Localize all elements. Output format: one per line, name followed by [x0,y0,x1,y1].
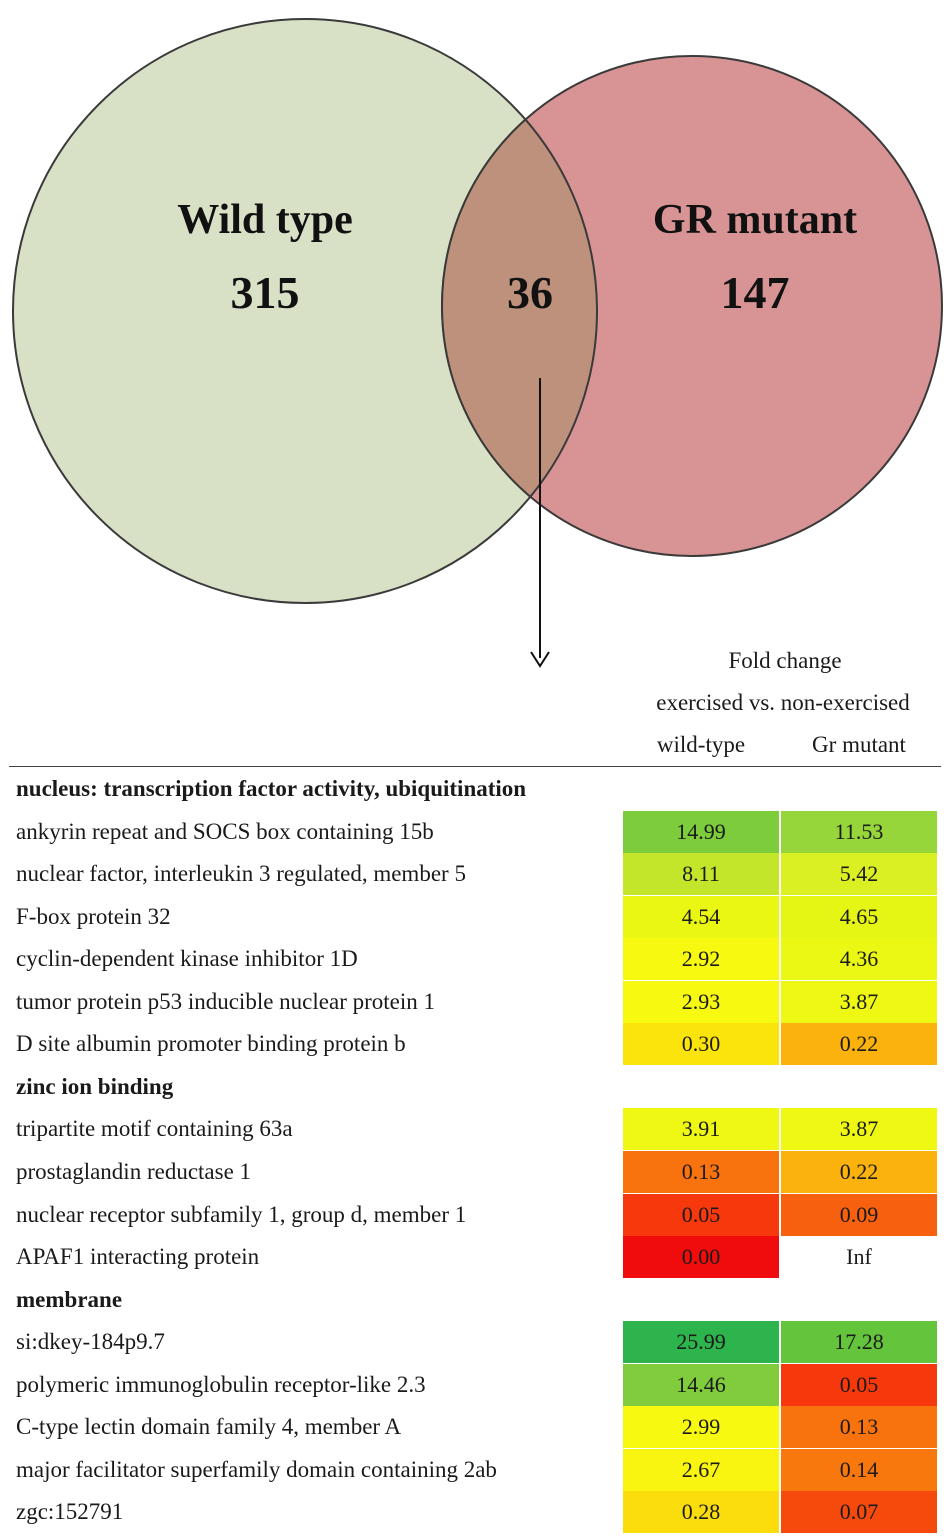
gene-name: tripartite motif containing 63a [16,1116,293,1142]
wild-type-fold-change-cell: 0.30 [623,1023,779,1066]
wild-type-fold-change-cell: 3.91 [623,1108,779,1151]
wild-type-fold-change-cell: 0.13 [623,1150,779,1193]
category-heading: zinc ion binding [16,1073,174,1099]
gene-name: F-box protein 32 [16,903,171,929]
gr-mutant-fold-change-cell: 4.36 [781,938,937,981]
arrow-head [530,651,550,668]
gene-name: cyclin-dependent kinase inhibitor 1D [16,946,358,972]
gene-name: polymeric immunoglobulin receptor-like 2… [16,1371,426,1397]
gene-name: zgc:152791 [16,1499,124,1525]
header-fold-change: Fold change [728,648,842,673]
header-comparison: exercised vs. non-exercised [656,690,910,715]
gr-mutant-fold-change-cell: 0.07 [781,1491,937,1534]
gr-mutant-fold-change-cell: 0.05 [781,1363,937,1406]
gr-mutant-fold-change-cell: 3.87 [781,980,937,1023]
gr-mutant-fold-change-cell: 17.28 [781,1321,937,1364]
wild-type-label: Wild type [177,197,352,243]
header-rule [9,766,941,767]
wild-type-fold-change-cell: 4.54 [623,895,779,938]
gr-mutant-fold-change-cell: 11.53 [781,810,937,853]
wild-type-fold-change-cell: 0.00 [623,1236,779,1279]
wild-type-fold-change-cell: 0.28 [623,1491,779,1534]
gene-name: ankyrin repeat and SOCS box containing 1… [16,818,434,844]
wild-type-fold-change-cell: 8.11 [623,853,779,896]
gr-mutant-fold-change-cell: Inf [781,1236,937,1279]
venn-diagram: Wild type 315 GR mutant 147 36 [12,18,943,668]
gr-mutant-fold-change-cell: 0.22 [781,1023,937,1066]
gene-name: si:dkey-184p9.7 [16,1329,165,1355]
gr-mutant-fold-change-cell: 5.42 [781,853,937,896]
gene-name: APAF1 interacting protein [16,1244,260,1270]
gene-name: nuclear receptor subfamily 1, group d, m… [16,1201,467,1227]
wild-type-fold-change-cell: 2.67 [623,1448,779,1491]
gene-name: tumor protein p53 inducible nuclear prot… [16,988,435,1014]
header-col-gr-mutant: Gr mutant [812,732,906,757]
wild-type-count: 315 [231,267,300,318]
wild-type-fold-change-cell: 2.93 [623,980,779,1023]
gr-mutant-fold-change-cell: 4.65 [781,895,937,938]
overlap-region [441,118,598,499]
header-col-wild-type: wild-type [656,732,746,757]
gr-mutant-fold-change-cell: 0.09 [781,1193,937,1236]
gene-name: C-type lectin domain family 4, member A [16,1414,402,1440]
gr-mutant-label: GR mutant [653,197,857,243]
gene-name: nuclear factor, interleukin 3 regulated,… [16,861,466,887]
wild-type-fold-change-cell: 2.99 [623,1406,779,1449]
wild-type-fold-change-cell: 14.99 [623,810,779,853]
gr-mutant-count: 147 [721,267,790,318]
gr-mutant-fold-change-cell: 0.22 [781,1150,937,1193]
gr-mutant-fold-change-cell: 0.13 [781,1406,937,1449]
category-heading: nucleus: transcription factor activity, … [16,776,527,801]
wild-type-fold-change-cell: 14.46 [623,1363,779,1406]
category-heading: membrane [16,1286,123,1312]
overlap-count: 36 [507,267,553,318]
wild-type-fold-change-cell: 2.92 [623,938,779,981]
gene-name: major facilitator superfamily domain con… [16,1456,497,1482]
gene-name: prostaglandin reductase 1 [16,1158,252,1184]
gr-mutant-fold-change-cell: 3.87 [781,1108,937,1151]
gr-mutant-fold-change-cell: 0.14 [781,1448,937,1491]
wild-type-fold-change-cell: 0.05 [623,1193,779,1236]
wild-type-fold-change-cell: 25.99 [623,1321,779,1364]
gene-name: D site albumin promoter binding protein … [16,1031,406,1057]
